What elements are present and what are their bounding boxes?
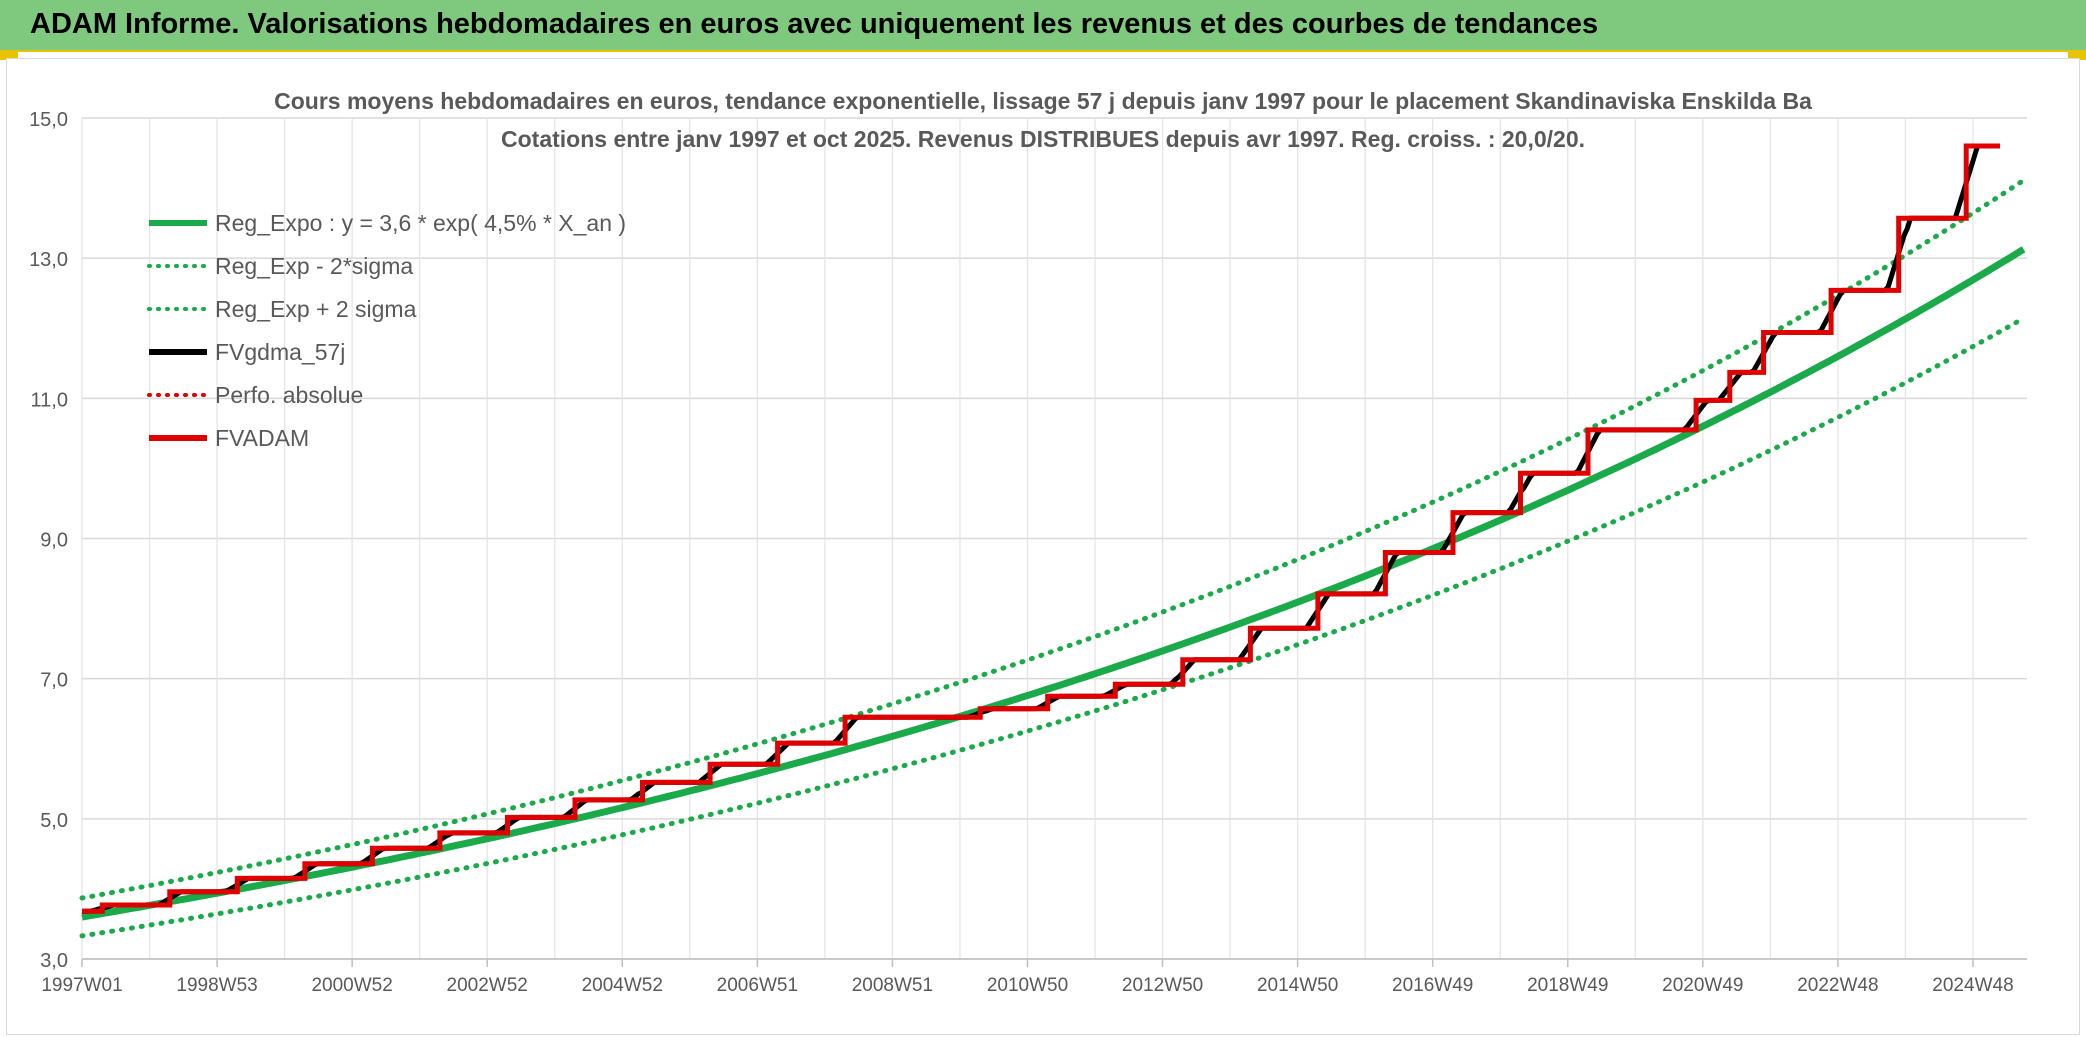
legend-label: Reg_Expo : y = 3,6 * exp( 4,5% * X_an )	[215, 210, 626, 236]
x-tick-label: 2010W50	[987, 975, 1068, 996]
y-tick-label: 3,0	[40, 950, 68, 972]
report-banner: ADAM Informe. Valorisations hebdomadaire…	[0, 0, 2086, 52]
x-tick-label: 2008W51	[852, 975, 933, 996]
x-tick-label: 2006W51	[717, 975, 798, 996]
x-tick-label: 2016W49	[1392, 975, 1473, 996]
regression-curve	[81, 246, 2026, 921]
x-tick-label: 2018W49	[1527, 975, 1608, 996]
x-tick-label: 2020W49	[1662, 975, 1743, 996]
y-tick-label: 13,0	[29, 249, 68, 271]
y-tick-label: 11,0	[31, 389, 68, 411]
y-tick-label: 15,0	[29, 109, 68, 131]
x-tick-label: 2014W50	[1257, 975, 1338, 996]
axes: 3,0 5,0 7,0 9,0 11,0 13,0 15,0 1997W01 1998W53 20…	[29, 109, 2027, 996]
corner-accent-right	[2068, 52, 2086, 60]
legend-label: Reg_Exp + 2 sigma	[215, 296, 417, 322]
x-tick-label: 2002W52	[447, 975, 528, 996]
trend-chart: 3,0 5,0 7,0 9,0 11,0 13,0 15,0 1997W01 1998W53 20…	[29, 88, 2027, 996]
grid-lines	[81, 117, 2027, 960]
x-tick-label: 2024W48	[1932, 975, 2013, 996]
x-tick-label: 1997W01	[41, 975, 122, 996]
legend-label: FVADAM	[215, 425, 309, 451]
chart-frame: 3,0 5,0 7,0 9,0 11,0 13,0 15,0 1997W01 1998W53 20…	[6, 58, 2080, 1035]
chart-title: Cours moyens hebdomadaires en euros, ten…	[274, 88, 1812, 114]
x-tick-label: 2012W50	[1122, 975, 1203, 996]
x-tick-label: 2004W52	[582, 975, 663, 996]
sigma-band-curve	[79, 177, 2027, 901]
fvadam-step-line	[82, 143, 2000, 914]
y-tick-label: 7,0	[40, 670, 68, 692]
report-title: ADAM Informe. Valorisations hebdomadaire…	[30, 8, 1599, 40]
legend-label: Reg_Exp - 2*sigma	[215, 253, 413, 279]
x-tick-label: 1998W53	[176, 975, 257, 996]
legend-label: FVgdma_57j	[215, 339, 345, 365]
legend: Reg_Expo : y = 3,6 * exp( 4,5% * X_an ) R…	[147, 210, 626, 451]
x-tick-label: 2022W48	[1797, 975, 1878, 996]
y-tick-label: 9,0	[40, 530, 68, 552]
series-lines	[79, 143, 2027, 939]
y-tick-label: 5,0	[40, 810, 68, 832]
chart-subtitle: Cotations entre janv 1997 et oct 2025. R…	[501, 126, 1585, 152]
legend-label: Perfo. absolue	[215, 382, 363, 408]
corner-accent-left	[0, 52, 18, 60]
x-tick-label: 2000W52	[311, 975, 392, 996]
sigma-band-curve	[79, 315, 2027, 939]
